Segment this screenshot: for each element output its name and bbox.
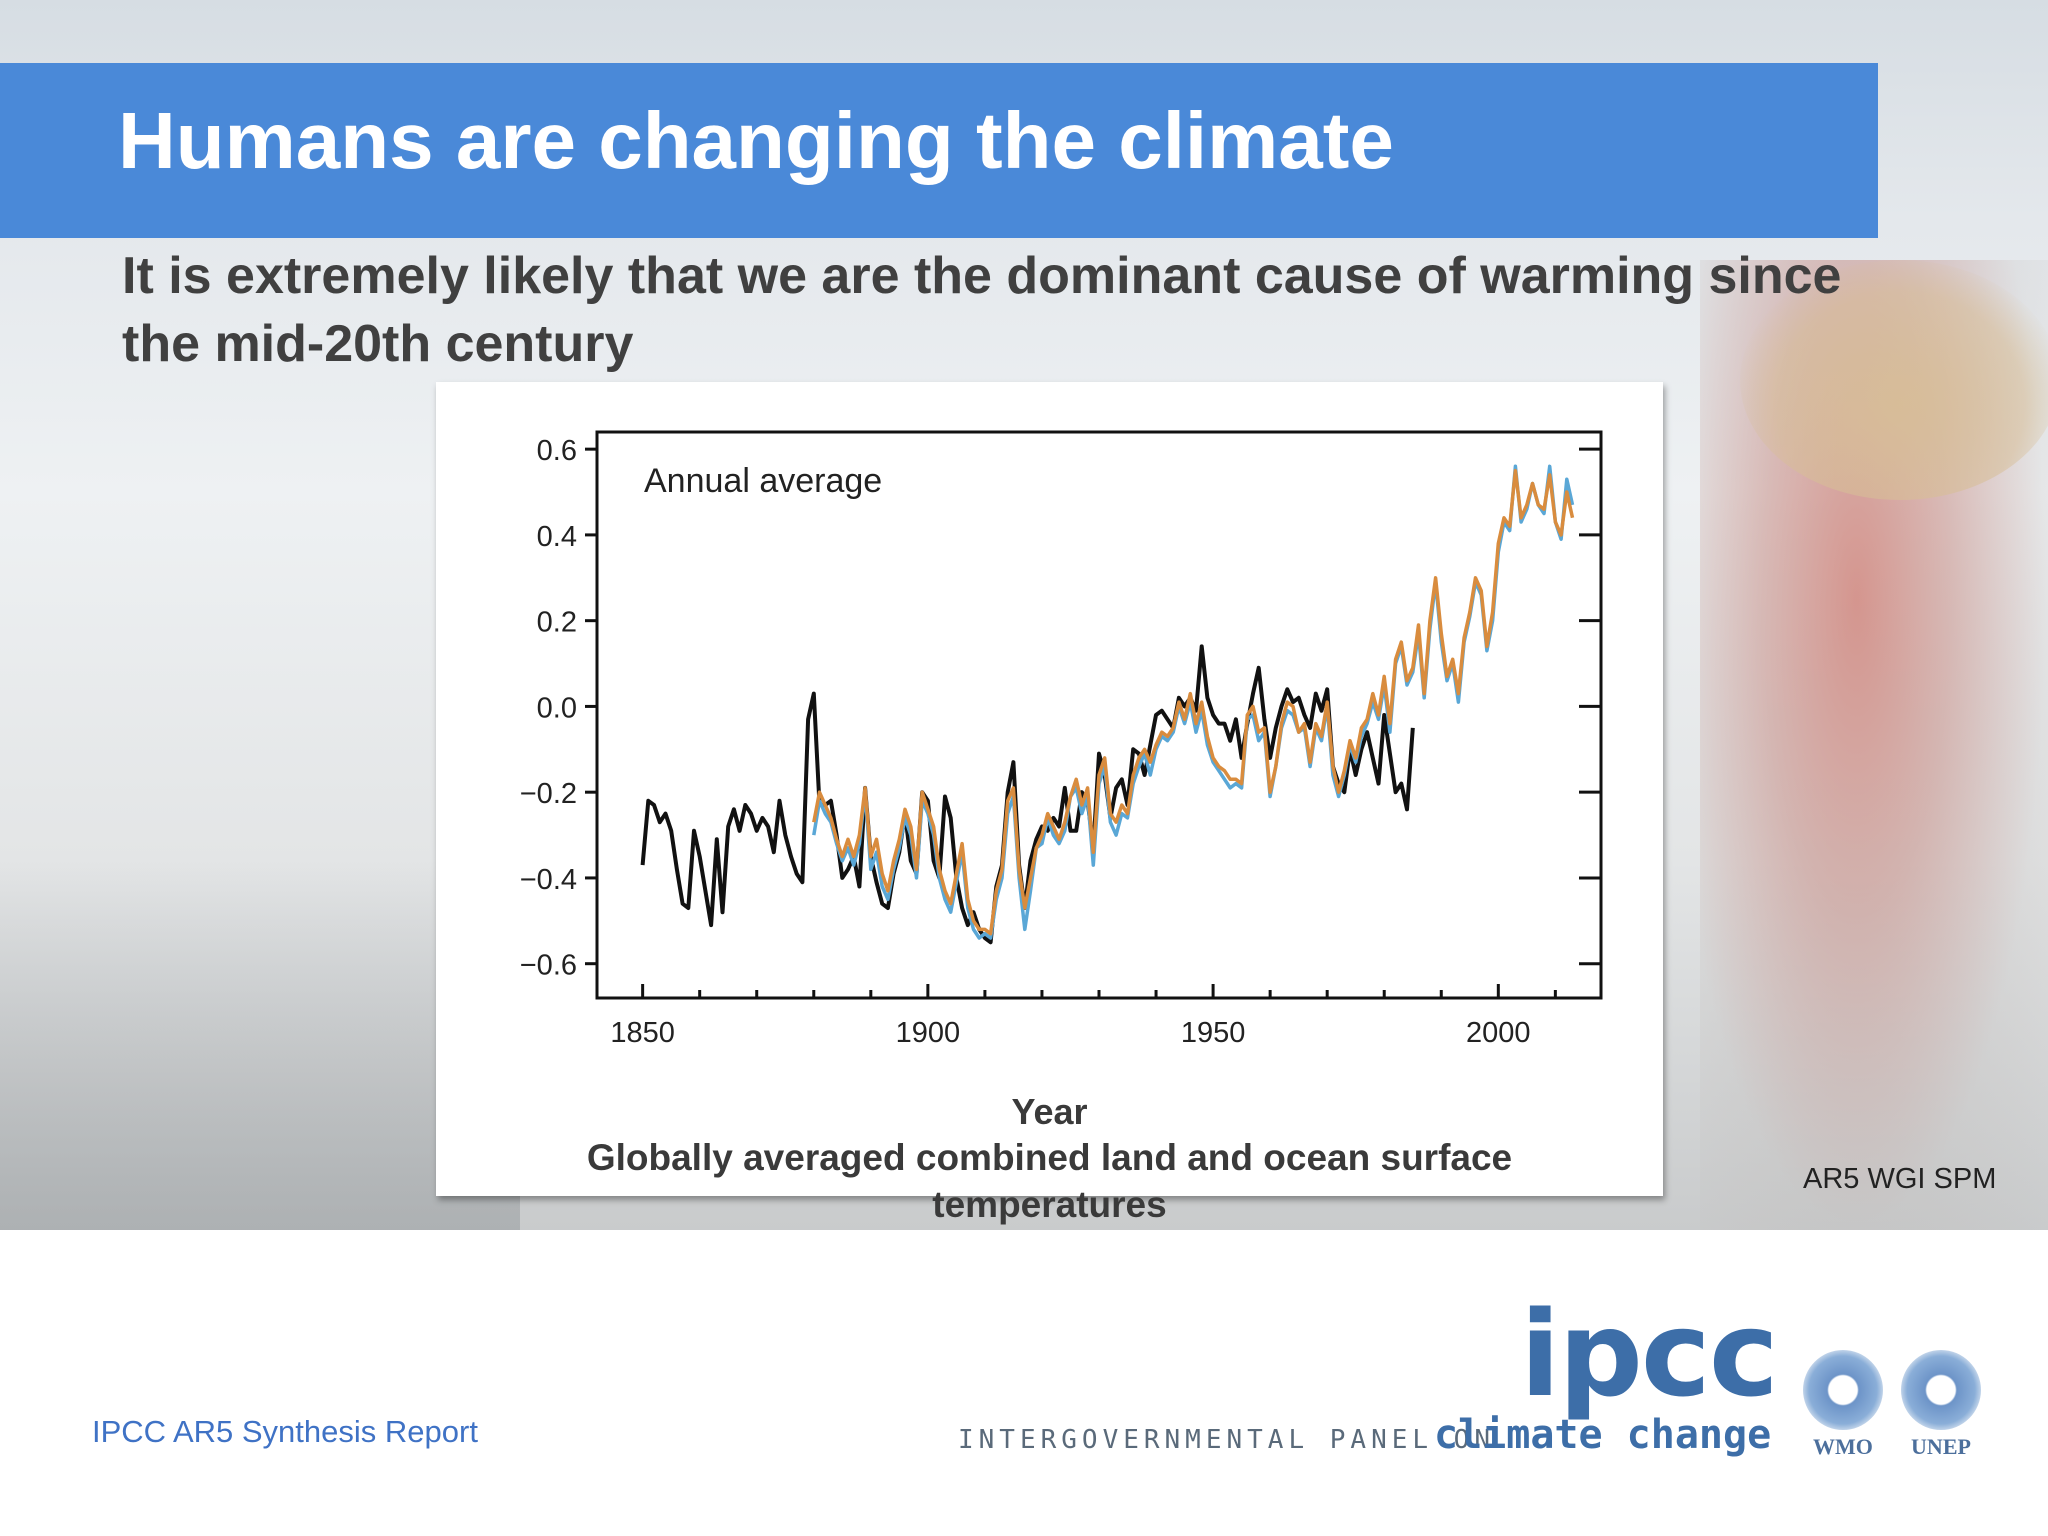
x-tick-label: 1850 [610, 1017, 675, 1049]
unep-emblem-icon [1901, 1350, 1981, 1430]
source-citation: AR5 WGI SPM [1803, 1163, 1997, 1195]
y-tick-label: 0.0 [537, 692, 577, 724]
axes: 0.6 0.4 0.2 0.0 −0.2 −0.4 −0.6 1850 1900 1950 2000 [520, 435, 1601, 1049]
x-tick-label: 2000 [1466, 1017, 1531, 1049]
slide-subtitle: It is extremely likely that we are the d… [122, 247, 1842, 373]
x-axis-label: Year [1011, 1091, 1088, 1132]
ipcc-panel-text: INTERGOVERNMENTAL PANEL ON [958, 1425, 1495, 1455]
chart-caption: Globally averaged combined land and ocea… [586, 1137, 1513, 1225]
background-straw-hat [1740, 260, 2048, 500]
ipcc-logo: ipcc [1520, 1285, 1779, 1423]
series-line-orange [812, 468, 1575, 936]
annual-average-label: Annual average [644, 462, 882, 500]
wmo-logo: WMO [1798, 1350, 1888, 1460]
x-tick-label: 1950 [1181, 1017, 1246, 1049]
temperature-chart: Annual average 0.6 0.4 0.2 0.0 −0.2 −0.4 −0.6 1… [520, 430, 1603, 1049]
chart-caption-block: Year Globally averaged combined land and… [436, 1090, 1663, 1228]
ipcc-climate-change-text: climate change [1434, 1412, 1772, 1458]
y-tick-label: 0.2 [537, 607, 577, 639]
x-tick-label: 1900 [896, 1017, 961, 1049]
wmo-label: WMO [1813, 1434, 1873, 1459]
wmo-emblem-icon [1803, 1350, 1883, 1430]
series-lines [640, 464, 1575, 945]
y-tick-label: 0.4 [537, 521, 577, 553]
y-tick-label: −0.6 [520, 950, 577, 982]
y-tick-label: 0.6 [537, 435, 577, 467]
title-bar [0, 63, 1878, 238]
footer-report-name: IPCC AR5 Synthesis Report [92, 1414, 478, 1449]
unep-label: UNEP [1911, 1434, 1971, 1459]
background-city-skyline [0, 860, 520, 1230]
y-tick-label: −0.2 [520, 778, 577, 810]
chart-card: Annual average 0.6 0.4 0.2 0.0 −0.2 −0.4 −0.6 1… [436, 382, 1663, 1196]
y-tick-label: −0.4 [520, 864, 577, 896]
plot-frame [595, 430, 1603, 1000]
unep-logo: UNEP [1896, 1350, 1986, 1460]
slide-title: Humans are changing the climate [118, 96, 1394, 185]
